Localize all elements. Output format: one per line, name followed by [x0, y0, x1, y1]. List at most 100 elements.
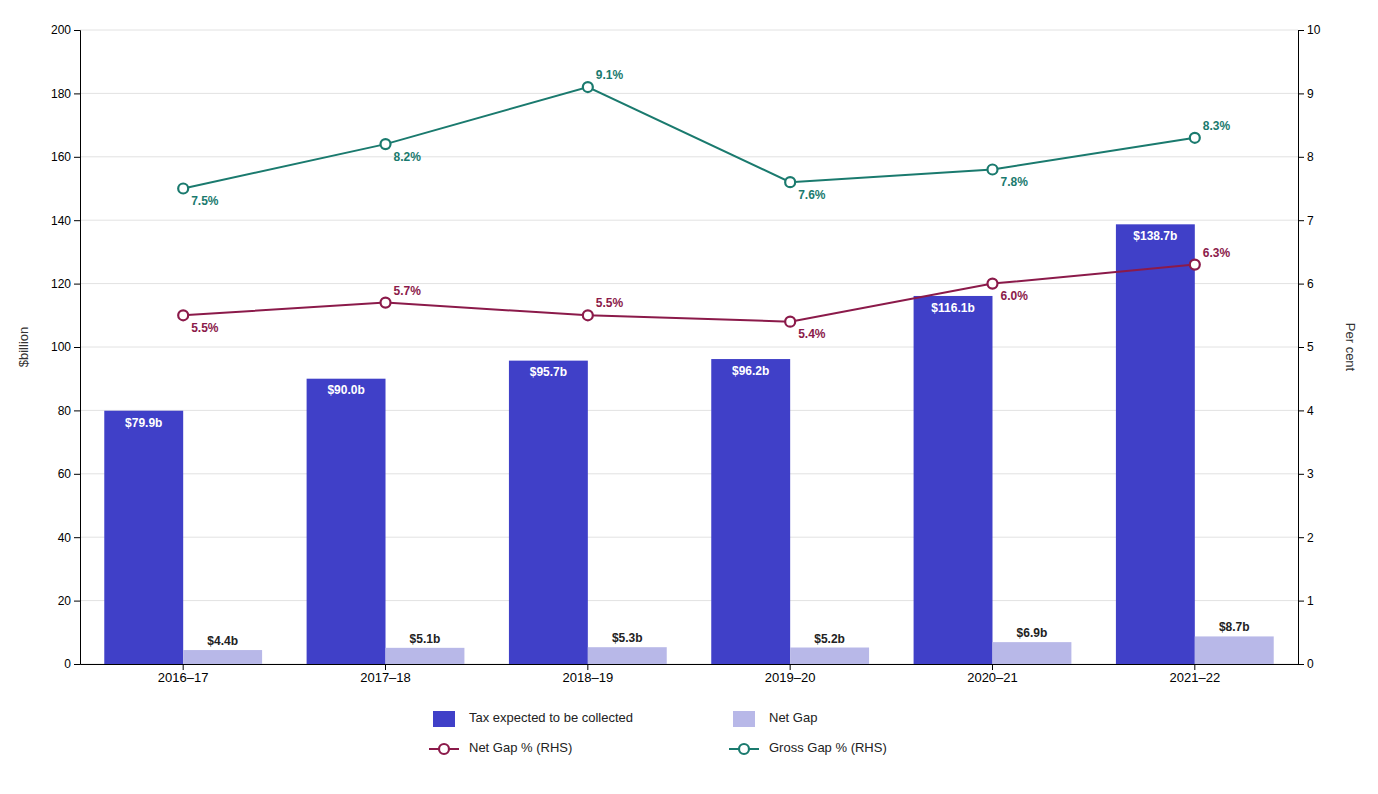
legend-label: Net Gap % (RHS) — [469, 740, 572, 755]
legend-item: Net Gap — [733, 710, 817, 727]
y2-tick-mark — [1298, 537, 1304, 538]
y-tick: 140 — [51, 214, 80, 228]
y2-tick: 8 — [1298, 150, 1314, 164]
legend-marker — [439, 744, 449, 754]
y-tick: 180 — [51, 87, 80, 101]
bar-label: $79.9b — [125, 416, 162, 430]
line-label: 9.1% — [596, 68, 624, 82]
marker — [381, 139, 391, 149]
y-tick-mark — [74, 284, 80, 285]
y-tick-mark — [74, 220, 80, 221]
y2-tick: 3 — [1298, 467, 1314, 481]
y2-tick: 2 — [1298, 531, 1314, 545]
x-tick-label: 2017–18 — [360, 670, 411, 685]
y2-axis: 012345678910 — [1298, 23, 1321, 671]
y2-tick: 0 — [1298, 657, 1314, 671]
y-tick-mark — [74, 93, 80, 94]
y-tick-mark — [74, 664, 80, 665]
y2-axis-line — [1299, 31, 1305, 665]
plot-marks — [104, 82, 1273, 664]
bar-label: $4.4b — [207, 634, 238, 648]
y2-tick-label: 2 — [1307, 531, 1314, 545]
x-tick: 2017–18 — [360, 664, 411, 685]
y-tick: 80 — [58, 404, 80, 418]
y-tick-mark — [74, 410, 80, 411]
y-tick-label: 60 — [58, 467, 72, 481]
bar — [711, 359, 790, 664]
y2-tick-label: 4 — [1307, 404, 1314, 418]
y-tick-mark — [74, 30, 80, 31]
legend-swatch — [733, 711, 755, 727]
marker — [785, 317, 795, 327]
marker — [987, 279, 997, 289]
y-tick-mark — [74, 347, 80, 348]
y2-tick-label: 8 — [1307, 150, 1314, 164]
grid-line — [80, 410, 1298, 411]
bar-label: $8.7b — [1219, 620, 1250, 634]
bar — [509, 361, 588, 664]
x-tick-mark — [992, 664, 993, 670]
bar — [183, 650, 262, 664]
y2-tick-label: 7 — [1307, 214, 1314, 228]
grid-line — [80, 600, 1298, 601]
x-tick: 2019–20 — [765, 664, 816, 685]
bar — [914, 296, 993, 664]
bar-label: $6.9b — [1017, 626, 1048, 640]
y-axis: 020406080100120140160180200 — [51, 23, 81, 671]
marker — [785, 177, 795, 187]
marker — [1190, 260, 1200, 270]
y2-tick-label: 9 — [1307, 87, 1314, 101]
y2-tick: 1 — [1298, 594, 1314, 608]
y2-tick-label: 3 — [1307, 467, 1314, 481]
bar-label: $5.1b — [410, 632, 441, 646]
bar — [104, 411, 183, 664]
y2-tick: 7 — [1298, 214, 1314, 228]
y2-tick-mark — [1298, 30, 1304, 31]
x-tick-mark — [790, 664, 791, 670]
grid-line — [80, 93, 1298, 94]
grid — [80, 30, 1298, 664]
y-tick: 200 — [51, 23, 80, 37]
y-tick: 120 — [51, 277, 80, 291]
y2-tick-label: 0 — [1307, 657, 1314, 671]
y2-tick-mark — [1298, 93, 1304, 94]
grid-line — [80, 537, 1298, 538]
marker — [583, 82, 593, 92]
bar-label: $5.2b — [814, 632, 845, 646]
x-axis-line — [81, 664, 1299, 665]
bar-label: $96.2b — [732, 364, 769, 378]
y2-tick-mark — [1298, 474, 1304, 475]
marker — [178, 310, 188, 320]
bar — [307, 379, 386, 664]
grid-line — [80, 347, 1298, 348]
y-tick: 60 — [58, 467, 80, 481]
x-tick-label: 2019–20 — [765, 670, 816, 685]
legend: Tax expected to be collectedNet GapNet G… — [429, 710, 887, 755]
grid-line — [80, 220, 1298, 221]
y-axis-line — [74, 31, 81, 665]
marker — [178, 184, 188, 194]
x-tick-label: 2016–17 — [158, 670, 209, 685]
x-tick: 2016–17 — [158, 664, 209, 685]
y-tick-label: 100 — [51, 340, 71, 354]
y-tick: 100 — [51, 340, 80, 354]
y2-tick: 6 — [1298, 277, 1314, 291]
line-label: 5.7% — [394, 284, 422, 298]
legend-marker — [739, 744, 749, 754]
y-tick: 0 — [64, 657, 80, 671]
x-tick-mark — [1194, 664, 1195, 670]
y2-axis-title: Per cent — [1343, 323, 1358, 372]
chart: 2016–172017–182018–192019–202020–212021–… — [0, 0, 1378, 794]
line — [183, 265, 1195, 322]
bar-label: $95.7b — [530, 365, 567, 379]
y-tick: 160 — [51, 150, 80, 164]
bar-label: $5.3b — [612, 631, 643, 645]
bar-label: $116.1b — [931, 301, 974, 315]
x-tick-mark — [385, 664, 386, 670]
bar — [1116, 224, 1195, 664]
y2-tick-label: 6 — [1307, 277, 1314, 291]
bar-label: $90.0b — [327, 383, 364, 397]
y2-tick: 5 — [1298, 340, 1314, 354]
y-tick-mark — [74, 537, 80, 538]
marker — [381, 298, 391, 308]
